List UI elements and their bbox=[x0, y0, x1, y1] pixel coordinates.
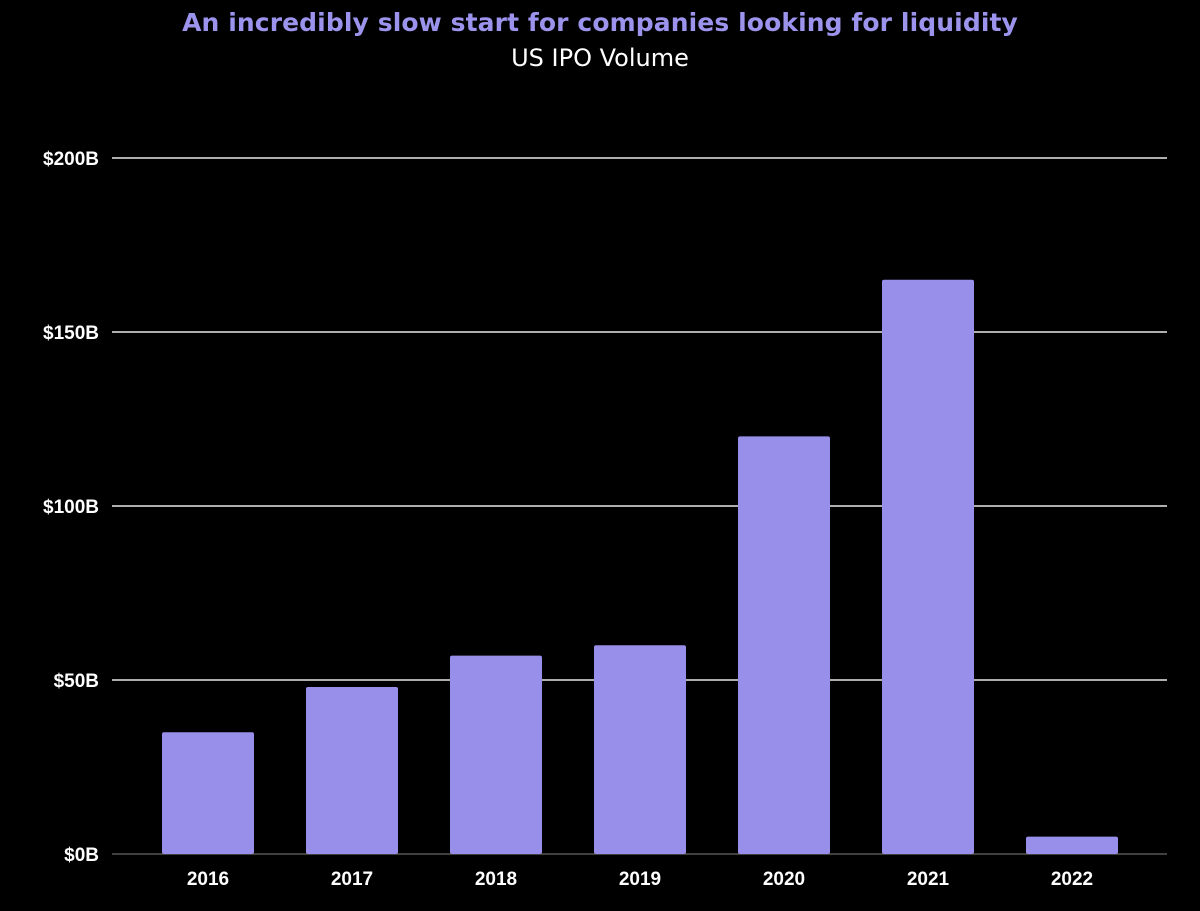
y-tick-label: $100B bbox=[43, 497, 99, 518]
bar-2020 bbox=[738, 436, 830, 854]
y-axis-ticks: $0B $50B $100B $150B $200B bbox=[43, 149, 99, 866]
bar-2018 bbox=[450, 655, 542, 854]
y-tick-label: $200B bbox=[43, 149, 99, 170]
chart-title: An incredibly slow start for companies l… bbox=[182, 8, 1018, 37]
bar-2017 bbox=[306, 686, 398, 854]
x-tick-label: 2022 bbox=[1051, 869, 1093, 890]
x-tick-label: 2018 bbox=[475, 869, 517, 890]
x-tick-label: 2021 bbox=[907, 869, 950, 890]
chart-subtitle: US IPO Volume bbox=[511, 44, 689, 72]
x-tick-label: 2019 bbox=[619, 869, 661, 890]
bar-2021 bbox=[882, 279, 974, 854]
x-tick-label: 2020 bbox=[763, 869, 805, 890]
bars bbox=[162, 279, 1118, 854]
y-tick-label: $150B bbox=[43, 323, 99, 344]
bar-2022 bbox=[1026, 836, 1118, 854]
x-axis-ticks: 2016 2017 2018 2019 2020 2021 2022 bbox=[187, 869, 1093, 890]
bar-2019 bbox=[594, 645, 686, 854]
bar-2016 bbox=[162, 732, 254, 854]
x-tick-label: 2016 bbox=[187, 869, 229, 890]
x-tick-label: 2017 bbox=[331, 869, 373, 890]
y-tick-label: $50B bbox=[54, 671, 99, 692]
y-tick-label: $0B bbox=[64, 845, 99, 866]
